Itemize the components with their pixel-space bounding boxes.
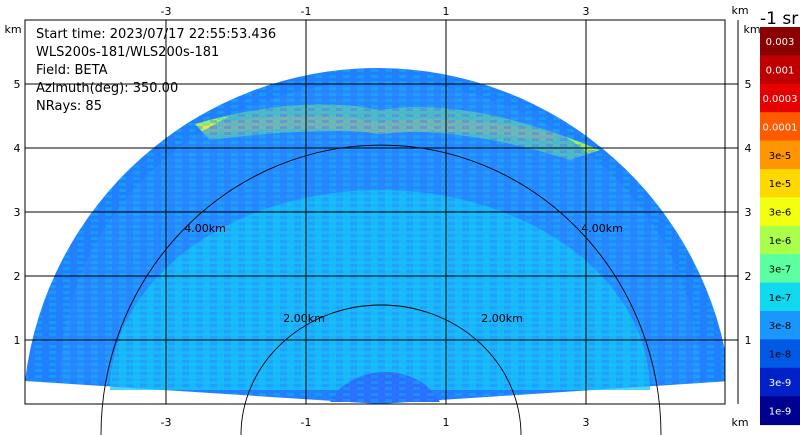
colorbar-label: 0.0001: [763, 122, 798, 133]
colorbar-swatch: [760, 27, 800, 56]
colorbar-swatch: [760, 112, 800, 142]
y-tick-right: 5: [745, 78, 752, 91]
start-time: Start time: 2023/07/17 22:55:53.436: [36, 27, 277, 42]
x-tick-bottom: 1: [443, 416, 450, 429]
colorbar-swatch: [760, 140, 800, 170]
range-ring-label: 2.00km: [481, 312, 523, 325]
colorbar-label: 1e-5: [769, 179, 792, 190]
colorbar-swatch: [760, 83, 800, 113]
plot-frame: [24, 19, 726, 405]
colorbar-label: 1e-8: [769, 350, 792, 361]
y-tick-left: 3: [14, 206, 21, 219]
y-unit-left: km: [4, 23, 21, 36]
colorbar-swatch: [760, 254, 800, 284]
azimuth: Azimuth(deg): 350.00: [36, 81, 179, 96]
y-tick-left: 4: [14, 142, 21, 155]
colorbar-swatch: [760, 367, 800, 397]
y-tick-right: 2: [745, 270, 752, 283]
colorbar-label: 0.003: [766, 37, 795, 48]
colorbar-swatch: [760, 282, 800, 312]
colorbar-label: 3e-7: [769, 264, 792, 275]
colorbar-label: 1e-6: [769, 236, 792, 247]
x-tick-top: 1: [443, 5, 450, 18]
range-ring-label: 4.00km: [184, 222, 226, 235]
colorbar-swatch: [760, 197, 800, 227]
x-tick-bottom: 3: [583, 416, 590, 429]
colorbar-label: 0.0003: [763, 94, 798, 105]
grid: [25, 20, 738, 404]
y-tick-left: 2: [14, 270, 21, 283]
colorbar-label: 3e-5: [769, 151, 792, 162]
colorbar-swatch: [760, 169, 800, 198]
y-tick-left: 1: [14, 334, 21, 347]
colorbar-label: 1e-7: [769, 293, 792, 304]
colorbar-label: 0.001: [766, 66, 795, 77]
colorbar-swatch: [760, 339, 800, 369]
y-tick-left: 5: [14, 78, 21, 91]
colorbar-label: 3e-9: [769, 378, 792, 389]
x-unit-bottom: km: [731, 416, 748, 429]
scan-info: Start time: 2023/07/17 22:55:53.436 WLS20…: [36, 26, 276, 116]
x-tick-top: -1: [301, 5, 312, 18]
colorbar-title: -1 sr: [760, 9, 799, 29]
y-tick-right: 4: [745, 142, 752, 155]
colorbar-label: 1e-9: [769, 406, 792, 417]
colorbar-label: 3e-6: [769, 208, 792, 219]
field-speckle: [25, 68, 725, 404]
colorbar-swatch: [760, 55, 800, 85]
range-ring-label: 2.00km: [283, 312, 325, 325]
colorbar-swatch: [760, 225, 800, 255]
range-rings: [100, 144, 662, 435]
colorbar-swatch: [760, 396, 800, 426]
colorbar-label: 3e-8: [769, 321, 792, 332]
colorbar: 0.003 0.001 0.0003 0.0001 3e-5 1e-5 3e-6 1e-6 3e…: [760, 27, 800, 426]
y-tick-right: 1: [745, 334, 752, 347]
instrument-name: WLS200s-181/WLS200s-181: [36, 45, 220, 60]
x-tick-top: 3: [583, 5, 590, 18]
x-tick-top: -3: [161, 5, 172, 18]
x-unit-top: km: [731, 4, 748, 17]
x-tick-bottom: -1: [301, 416, 312, 429]
y-tick-right: 3: [745, 206, 752, 219]
range-ring-label: 4.00km: [581, 222, 623, 235]
y-unit-right: km: [743, 23, 760, 36]
nrays: NRays: 85: [36, 99, 102, 114]
colorbar-swatch: [760, 311, 800, 340]
x-tick-bottom: -3: [161, 416, 172, 429]
beta-field: [25, 68, 725, 404]
field-name: Field: BETA: [36, 63, 108, 78]
